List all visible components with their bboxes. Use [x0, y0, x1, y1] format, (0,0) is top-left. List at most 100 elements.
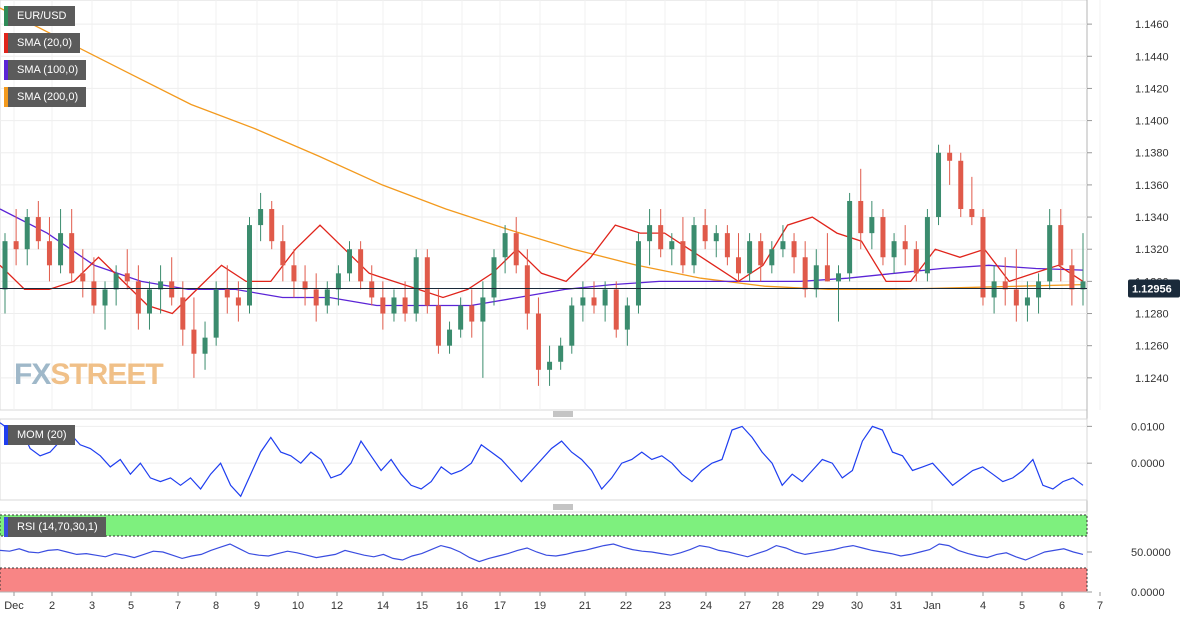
- mom-plot-area: [0, 418, 1088, 501]
- candle-body: [58, 233, 64, 266]
- candle-body: [1002, 281, 1008, 290]
- legend-sma-100[interactable]: SMA (100,0): [4, 60, 87, 80]
- candle-body: [146, 289, 152, 314]
- price-tick-label: 1.1320: [1135, 244, 1169, 256]
- candle-body: [858, 200, 864, 234]
- candle-body: [724, 233, 730, 258]
- candle-body: [836, 273, 842, 282]
- candle-body: [2, 241, 8, 290]
- candle-body: [513, 233, 519, 266]
- candle-body: [891, 241, 897, 258]
- rsi-oversold-zone: [0, 567, 1088, 593]
- legend-mom[interactable]: MOM (20): [4, 425, 75, 445]
- candle-body: [491, 257, 497, 298]
- candle-body: [669, 241, 675, 250]
- watermark-street: STREET: [50, 358, 163, 391]
- candle-body: [691, 225, 697, 266]
- legend-label-sma-200: SMA (200,0): [17, 91, 79, 103]
- candle-body: [980, 217, 986, 298]
- candle-body: [191, 329, 197, 354]
- candle-body: [791, 241, 797, 258]
- candle-body: [102, 289, 108, 306]
- mom-line: [0, 422, 1084, 498]
- candle-body: [180, 297, 186, 330]
- x-tick-label: 19: [534, 600, 546, 612]
- current-price-layer: 1.12956: [0, 279, 1180, 298]
- candle-body: [480, 297, 486, 322]
- x-tick-label: 4: [980, 600, 986, 612]
- price-tick-label: 1.1400: [1135, 116, 1169, 128]
- candle-body: [246, 225, 252, 306]
- candle-body: [35, 217, 41, 242]
- candle-body: [424, 257, 430, 306]
- legend-swatch-eurusd: [4, 6, 8, 26]
- candle-body: [335, 273, 341, 290]
- candle-body: [947, 152, 953, 161]
- candle-body: [647, 225, 653, 242]
- candle-body: [936, 152, 942, 218]
- x-tick-label: 22: [620, 600, 632, 612]
- legend-eurusd[interactable]: EUR/USD: [4, 6, 75, 26]
- candle-body: [591, 297, 597, 306]
- candle-body: [991, 281, 997, 298]
- x-tick-label: 10: [292, 600, 304, 612]
- x-tick-label: Jan: [923, 600, 941, 612]
- panel-resize-handle[interactable]: [553, 504, 573, 510]
- price-tick-label: 1.1340: [1135, 212, 1169, 224]
- current-price-badge: [1128, 279, 1180, 298]
- panel-resize-handle[interactable]: [553, 411, 573, 417]
- candle-body: [969, 209, 975, 218]
- candle-body: [202, 337, 208, 354]
- candle-body: [869, 217, 875, 234]
- x-tick-label: 8: [213, 600, 219, 612]
- candle-body: [524, 265, 530, 314]
- rsi-tick-label: 0.0000: [1131, 587, 1165, 599]
- legend-label-eurusd: EUR/USD: [17, 10, 67, 22]
- candle-body: [880, 217, 886, 258]
- legend-label-mom: MOM (20): [17, 429, 67, 441]
- legend-sma-200[interactable]: SMA (200,0): [4, 87, 87, 107]
- candle-body: [435, 305, 441, 346]
- x-tick-label: 5: [1019, 600, 1025, 612]
- rsi-panel: 50.0000 0.0000: [0, 511, 1171, 599]
- x-tick-label: 23: [659, 600, 671, 612]
- legend-rsi[interactable]: RSI (14,70,30,1): [4, 517, 106, 537]
- candle-body: [847, 200, 853, 274]
- legend-swatch-mom: [4, 425, 8, 445]
- candle-body: [124, 273, 130, 282]
- x-tick-label: 6: [1059, 600, 1065, 612]
- rsi-tick-label: 50.0000: [1131, 547, 1171, 559]
- x-tick-label: 21: [579, 600, 591, 612]
- x-tick-label: 28: [772, 600, 784, 612]
- price-axis: 1.12401.12601.12801.13001.13201.13401.13…: [1087, 19, 1169, 385]
- legend-sma-20[interactable]: SMA (20,0): [4, 33, 81, 53]
- candle-body: [13, 241, 19, 250]
- candle-body: [402, 297, 408, 314]
- x-tick-label: 9: [254, 600, 260, 612]
- candle-body: [758, 241, 764, 266]
- candle-body: [735, 257, 741, 274]
- candle-body: [780, 241, 786, 250]
- candle-body: [680, 241, 686, 266]
- x-tick-label: 29: [812, 600, 824, 612]
- candle-body: [658, 225, 664, 250]
- candle-body: [558, 345, 564, 362]
- current-price-label: 1.12956: [1132, 283, 1172, 295]
- candle-body: [80, 273, 86, 282]
- x-tick-label: 5: [128, 600, 134, 612]
- momentum-panel: 0.0100 0.0000: [0, 418, 1165, 501]
- x-tick-label: 14: [377, 600, 389, 612]
- sma-200-line: [0, 7, 1084, 291]
- candle-body: [46, 241, 52, 266]
- legend-swatch-sma-200: [4, 87, 8, 107]
- candle-body: [413, 257, 419, 314]
- watermark-fx: FX: [14, 358, 51, 391]
- legend-swatch-rsi: [4, 517, 8, 537]
- panel-splitters[interactable]: [553, 411, 573, 510]
- candle-body: [313, 289, 319, 306]
- candle-body: [958, 160, 964, 210]
- candle-body: [213, 289, 219, 338]
- legend-label-sma-100: SMA (100,0): [17, 64, 79, 76]
- candle-body: [169, 281, 175, 298]
